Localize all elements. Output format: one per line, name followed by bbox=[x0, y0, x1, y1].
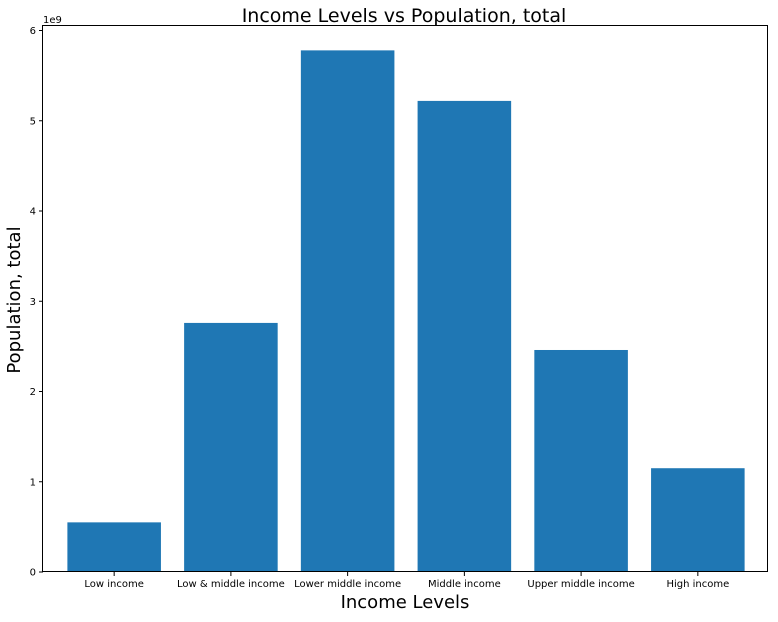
bar-3 bbox=[417, 100, 512, 572]
bar-0 bbox=[67, 522, 161, 572]
y-axis-ticks: 0 1 2 3 4 5 6 bbox=[30, 26, 43, 579]
y-tick-label: 6 bbox=[30, 26, 36, 37]
x-tick-label: High income bbox=[666, 579, 729, 590]
x-axis-title: Income Levels bbox=[341, 592, 470, 613]
plot-area-frame bbox=[42, 25, 768, 572]
y-tick-label: 1 bbox=[30, 477, 36, 488]
x-tick-label: Upper middle income bbox=[527, 579, 634, 590]
x-tick-label: Middle income bbox=[428, 579, 501, 590]
x-axis-ticks: Low income Low & middle income Lower middl… bbox=[84, 572, 729, 590]
bar-2 bbox=[300, 50, 395, 573]
x-tick-label: Low & middle income bbox=[177, 579, 285, 590]
y-tick-label: 0 bbox=[30, 568, 36, 579]
bar-4 bbox=[534, 349, 628, 572]
y-tick-label: 2 bbox=[30, 387, 36, 398]
y-tick-label: 5 bbox=[30, 116, 36, 127]
bars-layer bbox=[67, 50, 745, 573]
x-tick-label: Low income bbox=[84, 579, 144, 590]
y-tick-label: 3 bbox=[30, 297, 36, 308]
bar-5 bbox=[651, 468, 745, 572]
y-axis-title: Population, total bbox=[4, 226, 25, 373]
y-offset-label: 1e9 bbox=[43, 15, 62, 26]
x-tick-label: Lower middle income bbox=[294, 579, 401, 590]
y-tick-label: 4 bbox=[30, 207, 36, 218]
bar-1 bbox=[184, 322, 278, 572]
chart-title: Income Levels vs Population, total bbox=[242, 5, 567, 27]
